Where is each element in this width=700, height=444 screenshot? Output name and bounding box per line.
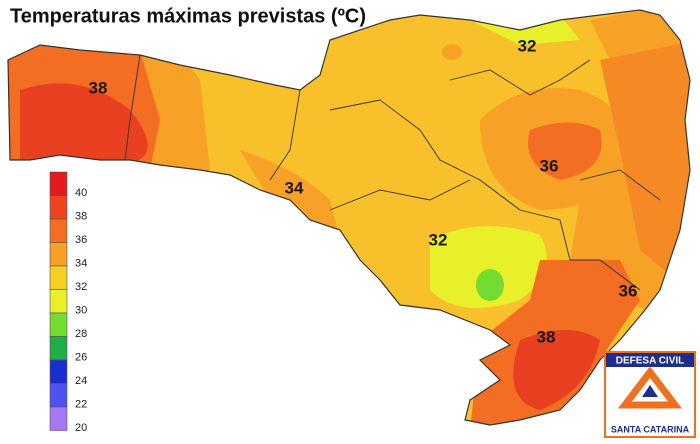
legend-label: 36: [75, 234, 87, 246]
legend-swatch: [49, 242, 68, 267]
legend-label: 28: [75, 328, 87, 340]
contour-label: 32: [518, 36, 537, 55]
legend-label: 26: [75, 351, 87, 363]
legend-swatch: [49, 265, 68, 290]
legend-swatch: [49, 218, 68, 243]
legend-label: 30: [75, 304, 87, 316]
legend-swatch: [49, 359, 68, 384]
legend-swatch: [49, 336, 68, 361]
state-outline: [7, 9, 691, 426]
contour-label: 36: [540, 156, 559, 175]
contour-label: 34: [285, 178, 304, 197]
legend-label: 38: [75, 210, 87, 222]
region-borders: [124, 54, 661, 291]
contour-label: 38: [89, 78, 108, 97]
contour-label: 38: [537, 327, 556, 346]
legend-swatch: [49, 171, 68, 196]
legend-swatch: [49, 195, 68, 220]
contour-label: 32: [429, 230, 448, 249]
legend-label: 20: [75, 422, 87, 434]
contour-labels: 38 34 32 36 32 36 38: [89, 36, 638, 346]
legend-swatch: [49, 289, 68, 314]
legend-label: 40: [75, 187, 87, 199]
legend-label: 34: [75, 257, 87, 269]
logo-bottom: SANTA CATARINA: [611, 424, 690, 434]
legend-label: 22: [75, 398, 87, 410]
legend-label: 32: [75, 281, 87, 293]
title: Temperaturas máximas previstas (ºC): [10, 5, 366, 27]
legend: 40 38 36 34 32 30 28 26 24 22 20: [49, 171, 87, 434]
legend-swatch: [49, 406, 68, 431]
logo-top: DEFESA CIVIL: [616, 356, 685, 367]
logo: DEFESA CIVIL SANTA CATARINA: [604, 351, 696, 438]
contour-label: 36: [619, 281, 638, 300]
legend-swatch: [49, 383, 68, 408]
legend-label: 24: [75, 375, 87, 387]
legend-swatch: [49, 312, 68, 337]
